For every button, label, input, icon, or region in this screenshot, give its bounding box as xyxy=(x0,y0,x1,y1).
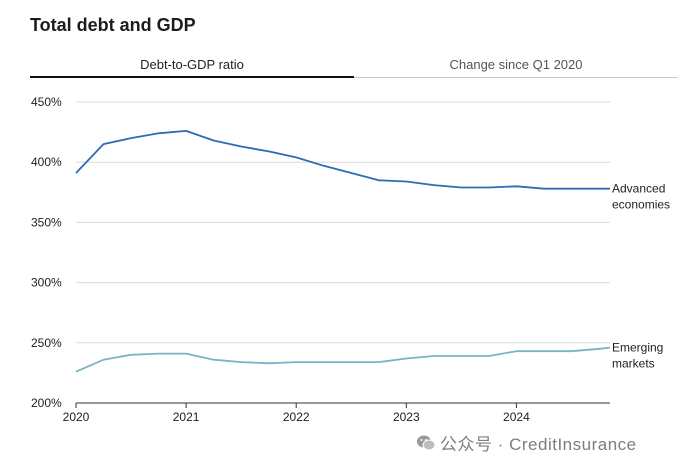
x-tick-label: 2021 xyxy=(173,410,200,424)
y-tick-label: 400% xyxy=(31,155,62,169)
y-tick-label: 200% xyxy=(31,396,62,410)
tab-debt-to-gdp-ratio[interactable]: Debt-to-GDP ratio xyxy=(30,52,354,78)
tab-change-since-q1-2020[interactable]: Change since Q1 2020 xyxy=(354,52,678,78)
watermark: 公众号 · CreditInsurance xyxy=(416,430,637,455)
x-tick-label: 2020 xyxy=(63,410,90,424)
y-tick-label: 450% xyxy=(31,95,62,109)
series-line-advanced-economies xyxy=(75,129,610,190)
series-label: Advanced xyxy=(612,182,665,196)
x-tick-label: 2022 xyxy=(283,410,310,424)
x-tick-label: 2024 xyxy=(503,410,530,424)
y-tick-label: 300% xyxy=(31,276,62,290)
tab-bar: Debt-to-GDP ratio Change since Q1 2020 xyxy=(30,52,678,78)
series-label: markets xyxy=(612,357,655,371)
series-label: Emerging xyxy=(612,341,663,355)
series-line-emerging-markets xyxy=(75,346,611,373)
chart-title: Total debt and GDP xyxy=(30,15,196,35)
y-tick-label: 250% xyxy=(31,336,62,350)
wechat-icon xyxy=(417,435,436,450)
x-tick-label: 2023 xyxy=(393,410,420,424)
watermark-text: 公众号 · CreditInsurance xyxy=(440,435,637,454)
y-tick-label: 350% xyxy=(31,215,62,229)
series-label: economies xyxy=(612,198,670,212)
